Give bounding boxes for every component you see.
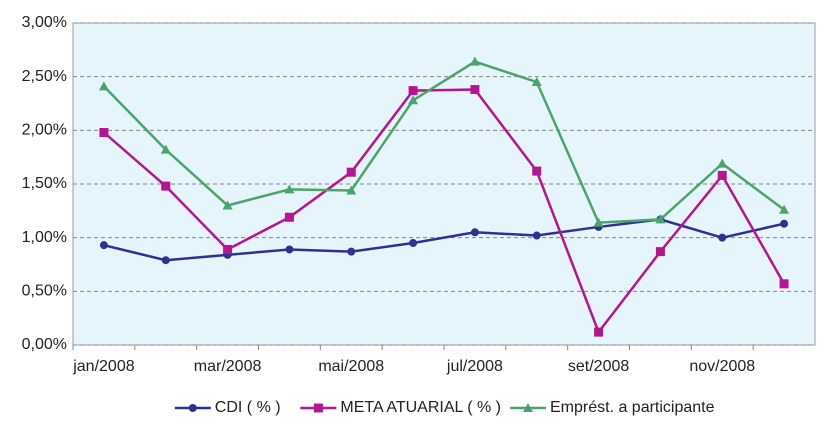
point — [99, 241, 108, 250]
point — [408, 86, 418, 96]
point — [285, 245, 294, 254]
point — [655, 214, 666, 224]
point — [531, 77, 542, 87]
x-tick-label: jul/2008 — [446, 358, 503, 375]
x-tick-label: jan/2008 — [72, 358, 134, 375]
x-tick-label: mar/2008 — [194, 358, 262, 375]
point — [780, 219, 789, 228]
point — [718, 233, 727, 242]
point — [594, 327, 604, 337]
point — [717, 158, 728, 168]
x-tick-label: set/2008 — [568, 358, 629, 375]
legend-marker — [523, 403, 533, 412]
point — [346, 185, 357, 195]
point — [284, 212, 294, 222]
point — [593, 217, 604, 227]
point — [161, 181, 171, 191]
point — [532, 231, 541, 240]
point — [346, 167, 356, 177]
legend-marker — [313, 403, 323, 413]
point — [160, 144, 171, 154]
point — [470, 228, 479, 237]
series-line — [103, 218, 785, 262]
x-tick-label: mai/2008 — [318, 358, 384, 375]
point — [717, 170, 727, 180]
point — [223, 244, 233, 254]
legend-label: META ATUARIAL ( % ) — [340, 399, 501, 416]
y-tick-label: 3,00% — [22, 14, 67, 31]
point — [779, 279, 789, 289]
point — [98, 81, 109, 91]
point — [99, 127, 109, 137]
series-line — [103, 88, 786, 335]
point — [532, 166, 542, 176]
point — [469, 56, 480, 66]
y-tick-label: 2,50% — [22, 68, 67, 85]
legend-label: CDI ( % ) — [215, 399, 281, 416]
legend-label: Emprést. a participante — [550, 399, 715, 416]
point — [347, 247, 356, 256]
point — [409, 239, 418, 248]
point — [161, 256, 170, 265]
point — [655, 247, 665, 257]
legend-marker — [188, 404, 197, 412]
y-tick-label: 1,00% — [22, 229, 67, 246]
point — [779, 204, 790, 214]
y-tick-label: 0,50% — [22, 283, 67, 300]
y-tick-label: 1,50% — [22, 175, 67, 192]
point — [470, 85, 480, 95]
x-tick-label: nov/2008 — [689, 358, 755, 375]
point — [408, 95, 419, 105]
point — [222, 200, 233, 210]
point — [284, 184, 295, 194]
series-line — [103, 60, 785, 224]
y-tick-label: 0,00% — [22, 336, 67, 353]
y-tick-label: 2,00% — [22, 122, 67, 139]
